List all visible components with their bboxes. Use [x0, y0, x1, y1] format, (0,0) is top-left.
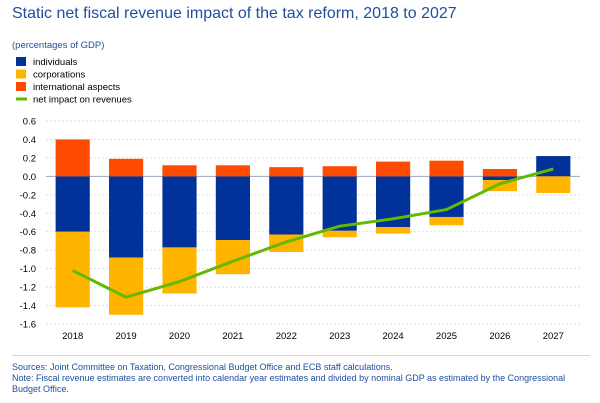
bar-corporations-2027	[536, 176, 571, 193]
footer: Sources: Joint Committee on Taxation, Co…	[12, 362, 590, 395]
x-tick-label: 2025	[436, 331, 457, 342]
x-tick-label: 2021	[222, 331, 243, 342]
bar-individuals-2023	[322, 176, 357, 231]
y-tick-label: -0.8	[20, 246, 36, 257]
legend-swatch	[16, 69, 26, 79]
x-tick-label: 2022	[276, 331, 297, 342]
y-tick-label: -0.6	[20, 227, 36, 238]
bar-international-aspects-2022	[269, 167, 304, 177]
bar-international-aspects-2026	[482, 168, 517, 177]
legend-label: net impact on revenues	[33, 95, 132, 106]
y-tick-label: -1.4	[20, 301, 36, 312]
x-tick-label: 2027	[543, 331, 564, 342]
net-impact-line	[72, 167, 554, 299]
bar-international-aspects-2024	[376, 161, 411, 177]
footer-divider	[12, 355, 590, 356]
bar-individuals-2018	[55, 176, 90, 232]
chart-title: Static net fiscal revenue impact of the …	[12, 5, 457, 22]
bar-corporations-2026	[482, 180, 517, 192]
x-tick-label: 2026	[489, 331, 510, 342]
bar-international-aspects-2025	[429, 160, 464, 177]
bar-corporations-2023	[322, 230, 357, 238]
bar-individuals-2022	[269, 176, 304, 235]
x-tick-label: 2018	[62, 331, 83, 342]
y-tick-label: 0.0	[23, 172, 36, 183]
x-tick-label: 2020	[169, 331, 190, 342]
legend-label: corporations	[33, 70, 86, 81]
bar-international-aspects-2020	[162, 165, 197, 177]
bar-corporations-2019	[109, 257, 144, 315]
bar-international-aspects-2023	[322, 166, 357, 177]
footer-note: Note: Fiscal revenue estimates are conve…	[12, 373, 566, 394]
y-axis: 0.6 0.4 0.2 0.0 -0.2 -0.4 -0.6 -0.8 -1.0 -1.2 -1.4…	[20, 117, 36, 331]
stacked-bar-chart: 0.6 0.4 0.2 0.0 -0.2 -0.4 -0.6 -0.8 -1.0 -1.2 -1.4…	[16, 57, 580, 342]
x-tick-label: 2024	[383, 331, 404, 342]
y-tick-label: -1.6	[20, 320, 36, 331]
bar-international-aspects-2021	[215, 165, 250, 177]
y-tick-label: 0.4	[23, 135, 36, 146]
x-axis: 2018 2019 2020 2021 2022 2023 2024 2025 2026 2027	[62, 331, 564, 342]
legend-label: individuals	[33, 57, 78, 68]
y-tick-label: -0.4	[20, 209, 36, 220]
x-tick-label: 2023	[329, 331, 350, 342]
footer-sources: Sources: Joint Committee on Taxation, Co…	[12, 362, 393, 372]
bars-group	[55, 139, 571, 315]
chart-subtitle: (percentages of GDP)	[12, 40, 105, 51]
bar-individuals-2026	[482, 176, 517, 181]
x-tick-label: 2019	[116, 331, 137, 342]
y-tick-label: 0.2	[23, 153, 36, 164]
legend-swatch	[16, 57, 26, 66]
y-tick-label: -1.0	[20, 264, 36, 275]
legend-swatch	[16, 82, 26, 91]
y-tick-label: -1.2	[20, 283, 36, 294]
bar-corporations-2018	[55, 231, 90, 308]
legend-label: international aspects	[33, 82, 120, 93]
y-tick-label: 0.6	[23, 117, 36, 128]
net-impact-line-group	[72, 167, 554, 299]
bar-international-aspects-2019	[109, 158, 144, 177]
bar-corporations-2024	[376, 227, 411, 234]
bar-individuals-2019	[109, 176, 144, 258]
bar-individuals-2020	[162, 176, 197, 248]
bar-international-aspects-2018	[55, 139, 90, 177]
bar-corporations-2025	[429, 216, 464, 226]
y-tick-label: -0.2	[20, 190, 36, 201]
bar-individuals-2021	[215, 176, 250, 241]
